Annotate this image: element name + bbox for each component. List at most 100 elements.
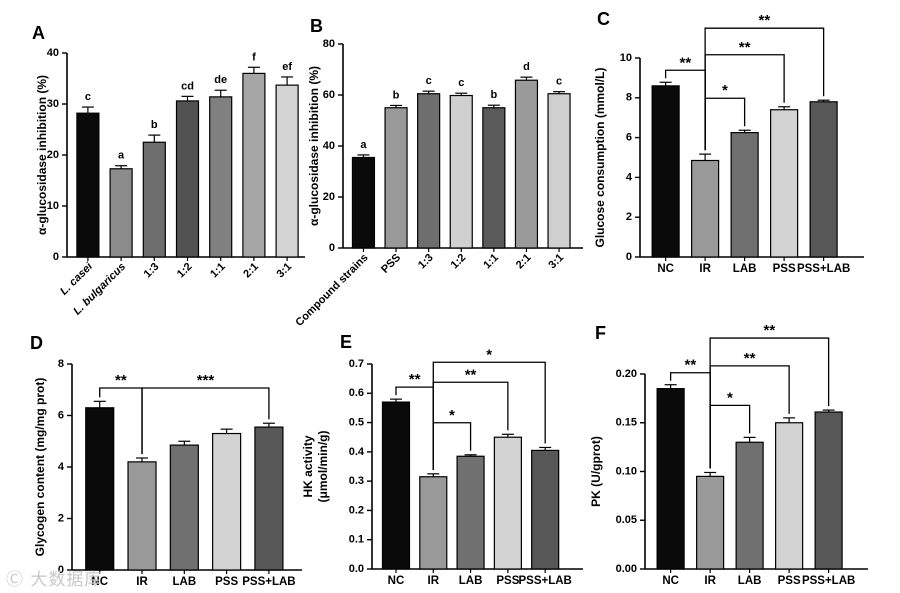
significance-stars-e-1: **	[409, 371, 421, 388]
panel-letter-f: F	[595, 323, 606, 343]
y-tick-label-e: 0.5	[349, 416, 364, 428]
bar-b-1	[351, 156, 376, 249]
y-tick-label-e: 0.4	[349, 446, 365, 458]
category-label-e-3: LAB	[459, 575, 483, 587]
y-tick-label-f: 0.10	[616, 465, 637, 477]
panel-letter-d: D	[30, 333, 43, 353]
bar-f-4	[775, 422, 804, 570]
y-tick-label-c: 0	[626, 251, 632, 263]
significance-letter-b-6: d	[523, 61, 530, 73]
category-label-b-7: 3:1	[546, 252, 566, 272]
bar-a-4	[175, 100, 200, 258]
bar-a-5	[209, 96, 233, 258]
y-tick-label-f: 0.05	[616, 514, 637, 526]
significance-bracket-f-4	[709, 337, 830, 469]
category-label-b-4: 1:2	[449, 252, 469, 272]
bar-b-2	[384, 107, 408, 249]
bar-c-3	[730, 132, 759, 258]
y-tick-label-d: 6	[58, 409, 64, 421]
significance-letter-a-7: ef	[282, 61, 292, 73]
bar-f-2	[696, 475, 725, 570]
significance-letter-b-4: c	[458, 77, 464, 89]
y-axis-title-a: α-glucosidase inhibition (%)	[35, 75, 49, 235]
significance-stars-f-2: *	[727, 389, 733, 406]
category-label-b-6: 2:1	[514, 252, 534, 272]
y-tick-label-a: 30	[47, 98, 59, 110]
significance-stars-c-1: **	[680, 54, 692, 71]
category-label-d-1: NC	[91, 576, 108, 588]
significance-letter-a-6: f	[252, 51, 256, 63]
category-label-c-5: PSS+LAB	[797, 263, 850, 275]
category-label-e-5: PSS+LAB	[518, 575, 571, 587]
category-label-b-1: Compound strains	[293, 252, 370, 329]
category-label-e-2: IR	[428, 575, 440, 587]
category-label-c-2: IR	[699, 263, 711, 275]
category-label-f-4: PSS	[778, 575, 801, 587]
panel-letter-c: C	[597, 9, 610, 29]
bar-d-5	[254, 426, 284, 571]
significance-stars-e-2: *	[449, 407, 455, 424]
y-axis-title-unit-e: (μmol/min/g)	[316, 430, 330, 502]
y-tick-label-f: 0.15	[616, 417, 637, 429]
y-tick-label-b: 20	[323, 191, 335, 203]
y-tick-label-c: 8	[626, 92, 632, 104]
category-label-a-6: 2:1	[241, 261, 261, 281]
bar-a-6	[242, 72, 266, 258]
y-tick-label-a: 20	[47, 149, 59, 161]
bar-c-1	[651, 85, 680, 258]
significance-letter-b-3: c	[426, 75, 432, 87]
category-label-e-4: PSS	[496, 575, 519, 587]
bar-e-3	[456, 455, 485, 570]
bar-f-3	[735, 441, 764, 570]
significance-stars-c-2: *	[722, 82, 728, 99]
bar-a-1	[76, 112, 100, 258]
significance-letter-a-3: b	[151, 119, 158, 131]
significance-letter-a-2: a	[118, 150, 125, 162]
category-label-c-1: NC	[657, 263, 674, 275]
y-tick-label-e: 0.7	[349, 358, 364, 370]
bar-c-2	[691, 159, 720, 258]
category-label-b-5: 1:1	[481, 252, 501, 272]
significance-letter-a-1: c	[85, 91, 91, 103]
bar-b-5	[482, 107, 506, 249]
significance-bracket-e-4	[432, 361, 546, 470]
category-label-d-3: LAB	[173, 576, 197, 588]
panel-letter-e: E	[340, 332, 352, 352]
y-axis-title-e: HK activity	[301, 435, 315, 497]
category-label-f-5: PSS+LAB	[802, 575, 855, 587]
significance-stars-e-4: *	[486, 346, 492, 363]
significance-stars-d-1: **	[115, 372, 127, 389]
y-tick-label-d: 0	[58, 564, 64, 576]
category-label-b-2: PSS	[379, 252, 403, 276]
significance-letter-b-1: a	[360, 139, 367, 151]
bar-a-7	[275, 84, 299, 258]
category-label-a-5: 1:1	[208, 261, 228, 281]
y-tick-label-d: 8	[58, 358, 64, 370]
bar-b-4	[449, 94, 473, 249]
y-tick-label-c: 4	[626, 171, 633, 183]
y-tick-label-f: 0.20	[616, 368, 637, 380]
category-label-f-3: LAB	[738, 575, 762, 587]
category-label-d-5: PSS+LAB	[242, 576, 295, 588]
y-tick-label-e: 0.1	[349, 534, 364, 546]
y-tick-label-f: 0.00	[616, 563, 637, 575]
category-label-a-3: 1:3	[142, 261, 162, 281]
bar-c-4	[770, 109, 799, 258]
significance-stars-f-1: **	[685, 357, 697, 374]
significance-stars-c-4: **	[759, 12, 771, 29]
bar-f-5	[814, 411, 843, 570]
significance-letter-b-7: c	[556, 76, 562, 88]
category-label-a-7: 3:1	[274, 261, 294, 281]
category-label-f-1: NC	[662, 575, 679, 587]
y-tick-label-a: 40	[47, 47, 59, 59]
bar-e-5	[531, 449, 560, 570]
y-tick-label-a: 10	[47, 200, 59, 212]
significance-stars-e-3: **	[465, 366, 477, 383]
significance-bracket-c-4	[704, 27, 825, 151]
y-axis-title-f: PK (U/gprot)	[589, 436, 603, 507]
bar-e-1	[381, 401, 411, 570]
category-label-d-4: PSS	[215, 576, 238, 588]
significance-stars-c-3: **	[739, 39, 751, 56]
y-tick-label-c: 6	[626, 132, 632, 144]
